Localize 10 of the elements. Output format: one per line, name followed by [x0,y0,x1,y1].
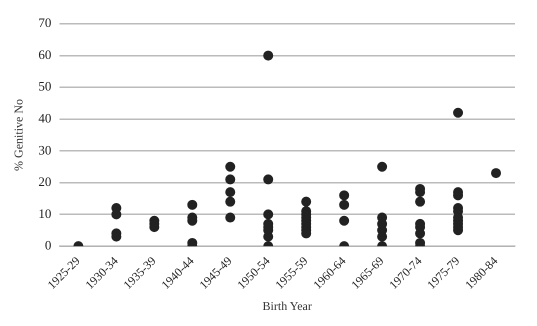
y-tick-label: 30 [38,142,52,158]
y-tick-label: 40 [38,110,52,126]
y-tick-label: 60 [38,46,52,62]
y-tick-label: 10 [38,206,52,221]
y-tick-label: 70 [38,15,52,30]
y-tick-label: 0 [44,238,52,253]
x-axis-title: Birth Year [262,298,312,313]
y-axis-title: % Genitive No [11,98,26,171]
y-tick-label: 20 [38,174,52,190]
y-tick-label: 50 [38,78,52,94]
